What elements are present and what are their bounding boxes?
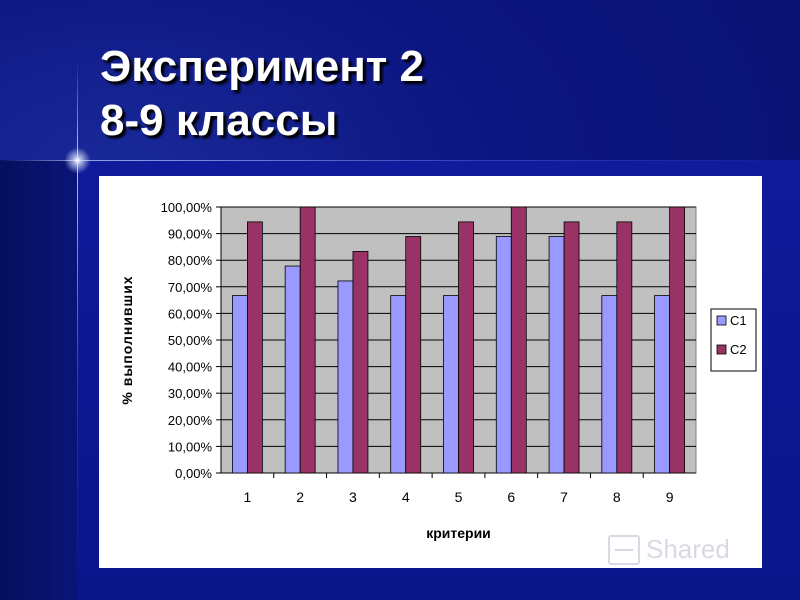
- legend-swatch-1: [716, 315, 727, 326]
- bar-c1-2: [284, 265, 301, 474]
- x-tick-label: 6: [507, 489, 515, 505]
- slide-title-line2: 8-9 классы: [100, 96, 338, 145]
- y-tick-label: 100,00%: [161, 200, 213, 215]
- bar-c2-5: [458, 221, 474, 474]
- bar-c1-9: [654, 295, 671, 474]
- decorative-sparkle: [62, 145, 93, 176]
- x-tick-label: 8: [613, 489, 621, 505]
- bar-c1-3: [337, 280, 354, 474]
- background-side-band: [0, 160, 78, 600]
- slide-title-line1: Эксперимент 2: [100, 42, 425, 91]
- x-tick-label: 7: [560, 489, 568, 505]
- y-axis-title: % выполнивших: [119, 275, 135, 404]
- decorative-vertical-line: [77, 60, 78, 600]
- watermark: Shared: [608, 534, 730, 565]
- slide-title: Эксперимент 2 8-9 классы: [100, 40, 424, 148]
- bar-c2-3: [352, 251, 369, 474]
- y-tick-label: 60,00%: [168, 306, 213, 321]
- legend-label-1: С1: [730, 313, 747, 328]
- y-tick-label: 20,00%: [168, 413, 213, 428]
- bar-c2-4: [405, 236, 422, 474]
- bar-c2-8: [616, 221, 633, 474]
- bar-c2-7: [563, 221, 580, 474]
- y-tick-label: 90,00%: [168, 227, 213, 242]
- decorative-horizontal-line: [0, 160, 800, 161]
- bar-chart: 0,00% 10,00% 20,00% 30,00% 40,00% 50,00% 60,00…: [119, 200, 757, 541]
- y-tick-label: 10,00%: [168, 439, 213, 454]
- y-tick-label: 80,00%: [168, 253, 213, 268]
- x-tick-label: 4: [402, 489, 410, 505]
- x-tick-label: 9: [666, 489, 674, 505]
- y-tick-label: 30,00%: [168, 386, 213, 401]
- y-tick-label: 50,00%: [168, 333, 213, 348]
- chart-container: 0,00% 10,00% 20,00% 30,00% 40,00% 50,00% 60,00…: [99, 176, 762, 568]
- bar-c2-2: [299, 206, 316, 474]
- legend-swatch-2: [716, 344, 727, 355]
- y-tick-label: 40,00%: [168, 360, 213, 375]
- legend: [710, 308, 757, 372]
- bar-c1-4: [390, 295, 407, 474]
- bar-c2-6: [510, 206, 527, 474]
- bar-c1-7: [548, 236, 565, 474]
- watermark-text: Shared: [646, 534, 730, 564]
- bar-c1-1: [231, 295, 248, 474]
- y-tick-label: 70,00%: [168, 280, 213, 295]
- x-tick-label: 1: [243, 489, 251, 505]
- bar-c1-5: [443, 295, 459, 474]
- legend-label-2: С2: [730, 342, 747, 357]
- y-tick-label: 0,00%: [175, 466, 212, 481]
- bar-c1-6: [495, 236, 512, 474]
- bar-c2-1: [246, 221, 263, 474]
- watermark-logo-icon: [608, 534, 640, 565]
- bar-c1-8: [601, 295, 618, 474]
- x-axis-title: критерии: [426, 525, 491, 541]
- bar-c2-9: [669, 206, 686, 474]
- x-tick-label: 2: [296, 489, 304, 505]
- x-tick-label: 5: [455, 489, 463, 505]
- x-tick-label: 3: [349, 489, 357, 505]
